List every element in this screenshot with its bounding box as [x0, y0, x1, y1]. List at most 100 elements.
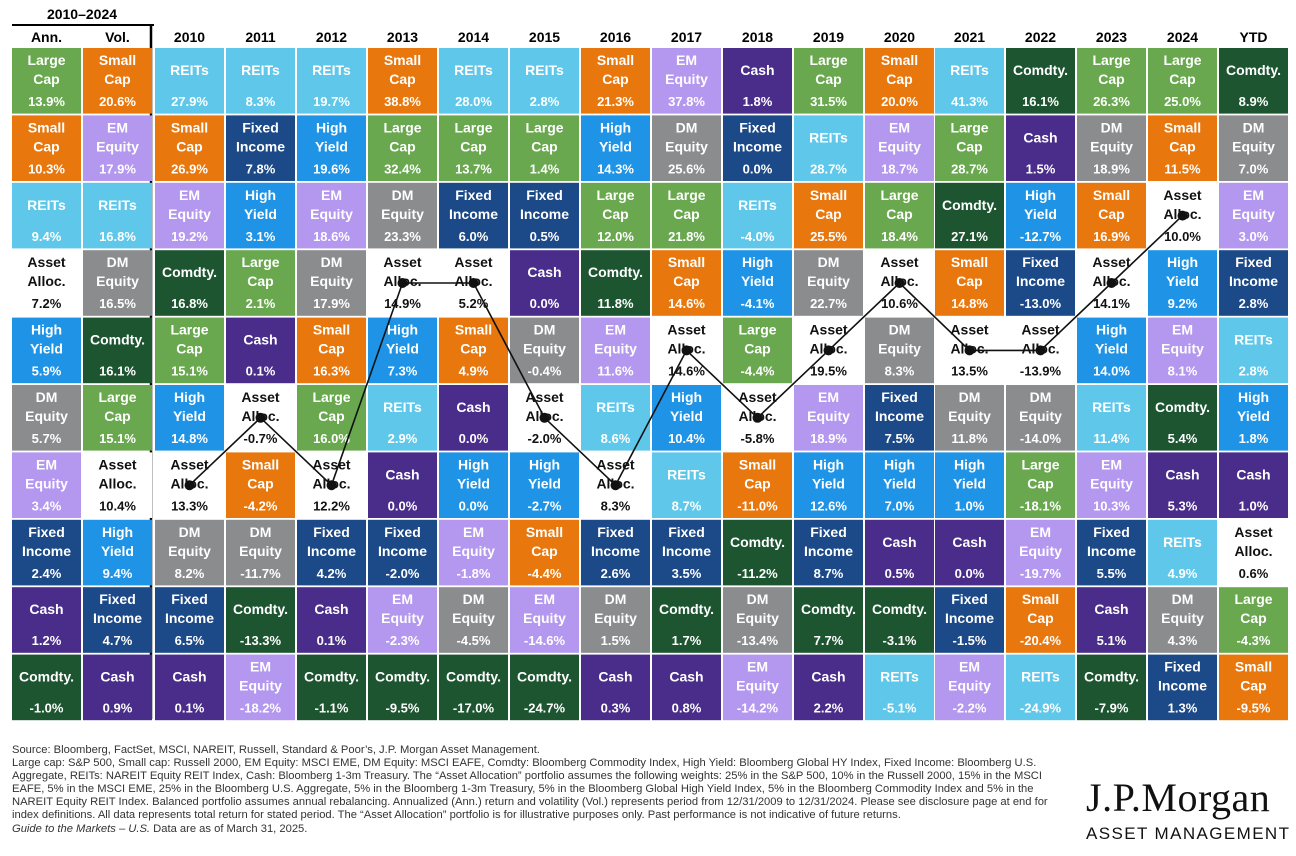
cell-label: Alloc.	[98, 475, 136, 491]
cell-label: Cash	[1236, 466, 1270, 482]
cell-label: Equity	[239, 543, 282, 559]
cell-background	[12, 250, 81, 316]
cell-value: -4.4%	[741, 364, 775, 379]
cell-background	[155, 519, 224, 586]
cell-2024-large-cap: Large Cap 25.0%	[1148, 48, 1217, 114]
cell-2014-reits: REITs 28.0%	[439, 48, 508, 114]
cell-label: Yield	[244, 206, 277, 222]
cell-label: DM	[36, 389, 58, 405]
cell-label: Large	[1234, 591, 1272, 607]
cell-background	[1006, 654, 1075, 721]
cell-label: Income	[449, 206, 498, 222]
cell-background	[155, 48, 224, 114]
cell-value: 9.4%	[32, 229, 62, 244]
cell-value: -13.9%	[1020, 364, 1062, 379]
cell-vol-dm-equity: DM Equity 16.5%	[83, 250, 152, 316]
cell-value: 22.7%	[810, 296, 847, 311]
cell-label: Equity	[1232, 138, 1275, 154]
cell-2015-small-cap: Small Cap -4.4%	[510, 519, 579, 586]
cell-value: 2.8%	[530, 94, 560, 109]
cell-background	[1148, 115, 1217, 181]
cell-label: REITs	[525, 62, 564, 78]
cell-label: Income	[1158, 678, 1207, 694]
cell-2016-large-cap: Large Cap 12.0%	[581, 182, 650, 249]
cell-label: Asset	[241, 389, 279, 405]
cell-2016-em-equity: EM Equity 11.6%	[581, 317, 650, 384]
cell-value: 2.4%	[32, 566, 62, 581]
cell-label: REITs	[1163, 534, 1202, 550]
cell-label: Cap	[247, 475, 273, 491]
cell-background	[1006, 48, 1075, 114]
cell-label: Cap	[886, 206, 912, 222]
cell-background	[368, 182, 437, 249]
cell-value: 25.6%	[668, 161, 705, 176]
cell-label: Small	[1022, 591, 1059, 607]
cell-background	[368, 115, 437, 181]
cell-background	[1006, 182, 1075, 249]
cell-label: Cash	[100, 669, 134, 685]
cell-2014-cash: Cash 0.0%	[439, 385, 508, 451]
cell-background	[226, 317, 295, 384]
cell-2014-high-yield: High Yield 0.0%	[439, 452, 508, 518]
cell-background	[155, 115, 224, 181]
cell-background	[581, 519, 650, 586]
cell-background	[794, 452, 863, 518]
cell-ytd-comdty: Comdty. 8.9%	[1219, 48, 1288, 114]
cell-background	[1148, 317, 1217, 384]
cell-label: REITs	[1234, 332, 1273, 348]
cell-label: Cap	[531, 138, 557, 154]
cell-2012-comdty: Comdty. -1.1%	[297, 654, 366, 721]
cell-label: Equity	[25, 475, 68, 491]
cell-label: High	[1238, 389, 1269, 405]
cell-value: 2.2%	[814, 701, 844, 716]
cell-label: Small	[455, 322, 492, 338]
cell-label: Equity	[310, 273, 353, 289]
cell-value: -13.4%	[737, 633, 779, 648]
cell-background	[1077, 654, 1146, 721]
cell-value: -2.2%	[953, 701, 987, 716]
cell-background	[510, 182, 579, 249]
cell-2023-reits: REITs 11.4%	[1077, 385, 1146, 451]
cell-label: Comdty.	[19, 669, 74, 685]
cell-label: Small	[28, 119, 65, 135]
cell-value: 5.1%	[1097, 633, 1127, 648]
cell-value: 1.5%	[1026, 161, 1056, 176]
cell-value: 11.8%	[951, 431, 988, 446]
cell-label: High	[529, 456, 560, 472]
cell-2018-small-cap: Small Cap -11.0%	[723, 452, 792, 518]
cell-background	[510, 250, 579, 316]
cell-label: Cap	[389, 71, 415, 87]
cell-label: Small	[1235, 659, 1272, 675]
cell-label: EM	[1243, 187, 1264, 203]
cell-value: 0.5%	[530, 229, 560, 244]
asset-allocation-marker-2016	[610, 480, 621, 491]
cell-ann-fixed-income: Fixed Income 2.4%	[12, 519, 81, 586]
cell-label: Cash	[243, 332, 277, 348]
column-header-2024: 2024	[1167, 29, 1198, 45]
cell-label: Yield	[741, 273, 774, 289]
cell-value: 6.5%	[175, 633, 205, 648]
cell-background	[1219, 519, 1288, 586]
cell-background	[155, 250, 224, 316]
cell-label: REITs	[27, 197, 66, 213]
cell-label: Cash	[1165, 466, 1199, 482]
cell-label: EM	[321, 187, 342, 203]
cell-label: Large	[738, 322, 776, 338]
cell-ytd-dm-equity: DM Equity 7.0%	[1219, 115, 1288, 181]
cell-label: Cash	[882, 534, 916, 550]
cell-2022-em-equity: EM Equity -19.7%	[1006, 519, 1075, 586]
cell-2014-fixed-income: Fixed Income 6.0%	[439, 182, 508, 249]
cell-label: Fixed	[28, 524, 65, 540]
cell-2019-comdty: Comdty. 7.7%	[794, 587, 863, 653]
cell-label: Cash	[1094, 601, 1128, 617]
cell-label: Yield	[457, 475, 490, 491]
cell-background	[510, 519, 579, 586]
footnotes: Source: Bloomberg, FactSet, MSCI, NAREIT…	[12, 744, 1072, 836]
cell-background	[1219, 48, 1288, 114]
cell-label: EM	[605, 322, 626, 338]
cell-label: REITs	[880, 669, 919, 685]
cell-ann-small-cap: Small Cap 10.3%	[12, 115, 81, 181]
cell-value: 1.8%	[1239, 431, 1269, 446]
cell-value: 14.8%	[171, 431, 208, 446]
cell-label: Cap	[318, 341, 344, 357]
